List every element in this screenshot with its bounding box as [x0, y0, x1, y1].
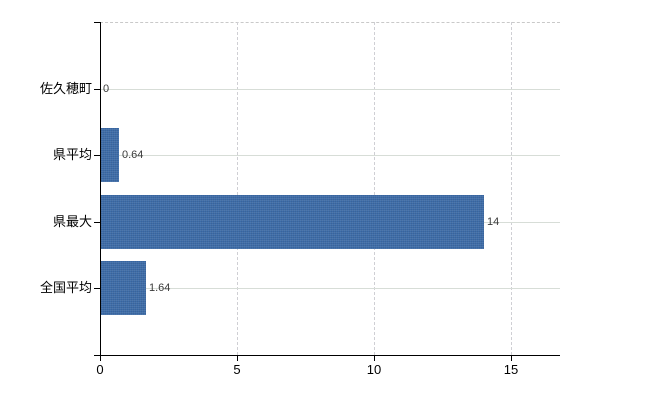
category-label: 県最大 — [52, 214, 92, 229]
category-label: 全国平均 — [39, 280, 92, 295]
y-tick — [94, 22, 100, 23]
x-tick-label: 0 — [96, 362, 104, 377]
x-tick — [100, 355, 101, 361]
x-tick — [511, 355, 512, 361]
gridline-h — [100, 89, 560, 90]
gridline-h — [100, 288, 560, 289]
x-tick-label: 5 — [233, 362, 241, 377]
bar-value-label: 0 — [103, 83, 110, 95]
bar-value-label: 0.64 — [122, 149, 144, 161]
bar — [101, 195, 484, 249]
x-tick-label: 10 — [366, 362, 382, 377]
bar — [101, 128, 119, 182]
bar-value-label: 1.64 — [149, 282, 171, 294]
x-tick — [374, 355, 375, 361]
category-label: 県平均 — [52, 147, 92, 162]
bar-value-label: 14 — [487, 216, 500, 228]
y-tick — [94, 155, 100, 156]
y-tick — [94, 288, 100, 289]
x-axis — [94, 355, 560, 356]
gridline-v — [510, 22, 512, 355]
bar — [101, 261, 146, 315]
category-label: 佐久穂町 — [39, 81, 92, 96]
gridline-h — [100, 155, 560, 156]
x-tick-label: 15 — [503, 362, 519, 377]
x-tick — [237, 355, 238, 361]
y-axis — [100, 22, 101, 356]
y-tick — [94, 222, 100, 223]
plot-top-border — [100, 22, 560, 23]
y-tick — [94, 89, 100, 90]
gridline-v — [373, 22, 375, 355]
gridline-v — [236, 22, 238, 355]
